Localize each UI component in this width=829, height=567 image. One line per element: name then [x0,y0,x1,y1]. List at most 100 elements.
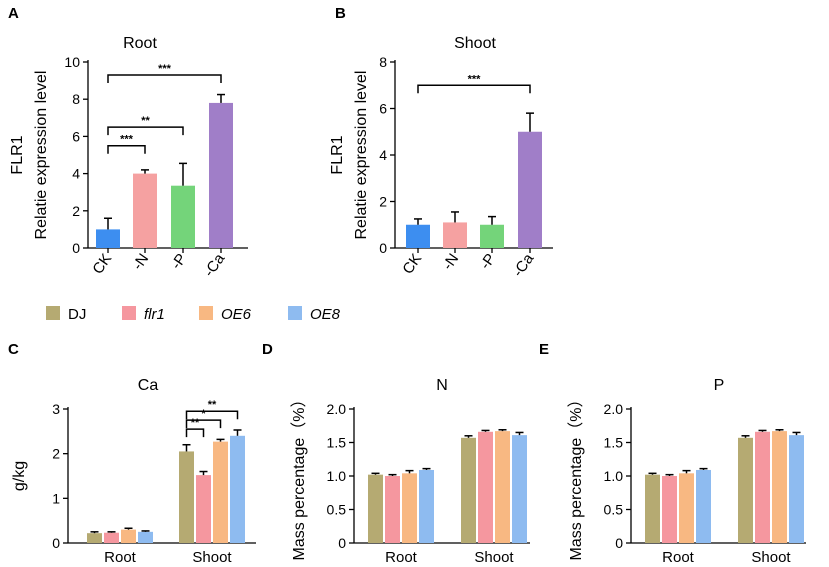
x-tick-label-root: Root [662,549,695,566]
y-tick-label: 0 [72,240,80,256]
legend-label-oe8: OE8 [310,306,341,323]
x-tick-label-shoot: Shoot [192,549,232,566]
chart-title: Ca [138,377,159,394]
panel-d: D N Mass percentage（%） 0 0.5 1.0 1.5 2.0 Root Sh… [262,341,530,566]
y-tick-label: 0 [338,535,346,551]
legend-label-oe6: OE6 [221,306,252,323]
significance-1-label: *** [468,73,482,85]
bar-n [443,222,467,248]
y-axis-label: Relatie expression level [353,71,370,240]
significance-3-bracket [185,410,239,420]
legend-swatch-dj [46,306,60,320]
bar-shoot-dj [461,437,476,543]
y-tick-label: 1 [52,490,60,506]
bar-shoot-oe8 [789,435,804,543]
bar-ck [96,229,120,248]
bar-n [133,173,157,248]
legend-swatch-oe8 [288,306,302,320]
bar-root-flr1 [385,476,400,543]
y-tick-label: 1.0 [327,468,347,484]
x-tick-label-shoot: Shoot [474,549,514,566]
significance-2-bracket [107,126,184,136]
chart-title: Shoot [454,35,496,52]
bar-shoot-flr1 [478,431,493,543]
bar-root-oe8 [419,469,434,543]
bar-p [480,224,504,248]
y-tick-label: 4 [379,147,387,163]
bar-root-oe6 [402,473,417,543]
bar-root-flr1 [662,476,677,543]
y-tick-label: 2 [52,446,60,462]
significance-1-label: *** [120,134,134,146]
y-tick-label: 1.5 [604,435,624,451]
legend-swatch-oe6 [199,306,213,320]
y-tick-label: 0.5 [327,502,347,518]
bar-shoot-flr1 [196,475,211,543]
bar-root-oe8 [696,469,711,543]
significance-1-bracket [417,84,531,94]
bar-ca [518,131,542,248]
bar-shoot-dj [179,451,194,543]
y-tick-label: 0 [52,535,60,551]
bar-root-dj [368,474,383,543]
bar-root-dj [645,474,660,543]
bar-root-oe6 [679,473,694,543]
panel-a: A Root FLR1 Relatie expression level 0 2 4 6 8 1… [8,5,248,280]
y-tick-label: 1.0 [604,468,624,484]
bar-shoot-oe8 [512,435,527,543]
bar-root-flr1 [104,532,119,543]
legend: DJ flr1 OE6 OE8 [46,306,341,323]
significance-1-bracket [185,428,205,438]
significance-2-label: * [201,408,206,420]
y-tick-label: 0 [615,535,623,551]
panel-letter-b: B [335,5,346,22]
y-tick-label: 2 [72,203,80,219]
x-tick-label-ca: -Ca [509,250,537,280]
x-tick-label-n: -N [439,251,462,274]
y-axis-label: FLR1 [9,135,26,174]
chart-title: N [436,377,448,394]
x-tick-label-root: Root [104,549,137,566]
y-tick-label: 0.5 [604,502,624,518]
y-tick-label: 8 [379,54,387,70]
panel-letter-e: E [539,341,549,358]
y-tick-label: 2.0 [604,401,624,417]
significance-3-label: *** [158,63,172,75]
bar-root-dj [87,533,102,543]
chart-title: P [714,377,725,394]
y-tick-label: 3 [52,401,60,417]
x-tick-label-root: Root [385,549,418,566]
x-tick-label-p: -P [168,251,191,273]
x-tick-label-ck: CK [89,251,115,278]
y-axis-label: Mass percentage（%） [567,392,585,561]
significance-3-label: ** [208,399,217,411]
bar-shoot-oe8 [230,435,245,543]
bar-p [171,185,195,248]
y-tick-label: 8 [72,91,80,107]
y-tick-label: 6 [379,101,387,117]
y-tick-label: 2.0 [327,401,347,417]
bar-ck [406,224,430,248]
significance-2-label: ** [141,115,150,127]
significance-1-bracket [107,144,146,154]
panel-letter-d: D [262,341,273,358]
panel-letter-c: C [8,341,19,358]
x-tick-label-n: -N [129,251,152,274]
y-tick-label: 4 [72,166,80,182]
bar-root-oe6 [121,529,136,543]
y-axis-label: g/kg [11,461,28,491]
y-axis-label: Mass percentage（%） [290,392,308,561]
bar-shoot-flr1 [755,431,770,543]
y-tick-label: 1.5 [327,435,347,451]
y-tick-label: 6 [72,128,80,144]
significance-3-bracket [107,74,222,84]
panel-b: B Shoot FLR1 Relatie expression level 0 2 4 6 8… [329,5,553,280]
bar-shoot-oe6 [495,431,510,543]
legend-label-dj: DJ [68,306,86,323]
significance-1-label: ** [191,417,200,429]
y-tick-label: 2 [379,194,387,210]
bar-ca [209,102,233,248]
y-tick-label: 10 [64,54,80,70]
